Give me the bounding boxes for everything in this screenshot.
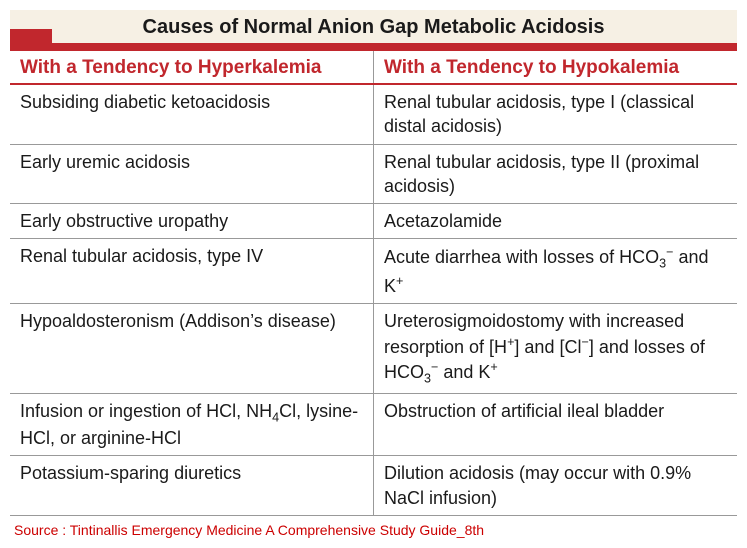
cell-right: Acute diarrhea with losses of HCO3− and … (374, 239, 738, 304)
acidosis-causes-table: Causes of Normal Anion Gap Metabolic Aci… (10, 10, 737, 516)
cell-left: Potassium-sparing diuretics (10, 456, 374, 516)
title-text: Causes of Normal Anion Gap Metabolic Aci… (143, 16, 605, 38)
table-row: Early obstructive uropathyAcetazolamide (10, 204, 737, 239)
cell-right: Ureterosigmoidostomy with increased reso… (374, 304, 738, 393)
table-row: Potassium-sparing diureticsDilution acid… (10, 456, 737, 516)
cell-right: Acetazolamide (374, 204, 738, 239)
cell-right: Dilution acidosis (may occur with 0.9% N… (374, 456, 738, 516)
cell-left: Subsiding diabetic ketoacidosis (10, 84, 374, 144)
cell-right: Obstruction of artificial ileal bladder (374, 393, 738, 456)
cell-left: Infusion or ingestion of HCl, NH4Cl, lys… (10, 393, 374, 456)
cell-left: Early obstructive uropathy (10, 204, 374, 239)
table-row: Hypoaldosteronism (Addison’s disease)Ure… (10, 304, 737, 393)
cell-right: Renal tubular acidosis, type I (classica… (374, 84, 738, 144)
cell-left: Early uremic acidosis (10, 144, 374, 204)
header-right: With a Tendency to Hypokalemia (374, 47, 738, 84)
cell-left: Hypoaldosteronism (Addison’s disease) (10, 304, 374, 393)
accent-square (10, 29, 52, 51)
table-row: Subsiding diabetic ketoacidosisRenal tub… (10, 84, 737, 144)
source-citation: Source : Tintinallis Emergency Medicine … (10, 516, 737, 538)
header-row: With a Tendency to Hyperkalemia With a T… (10, 47, 737, 84)
table-title: Causes of Normal Anion Gap Metabolic Aci… (10, 10, 737, 47)
header-left: With a Tendency to Hyperkalemia (10, 47, 374, 84)
table-row: Renal tubular acidosis, type IVAcute dia… (10, 239, 737, 304)
cell-left: Renal tubular acidosis, type IV (10, 239, 374, 304)
title-row: Causes of Normal Anion Gap Metabolic Aci… (10, 10, 737, 47)
table-row: Infusion or ingestion of HCl, NH4Cl, lys… (10, 393, 737, 456)
table-row: Early uremic acidosisRenal tubular acido… (10, 144, 737, 204)
cell-right: Renal tubular acidosis, type II (proxima… (374, 144, 738, 204)
